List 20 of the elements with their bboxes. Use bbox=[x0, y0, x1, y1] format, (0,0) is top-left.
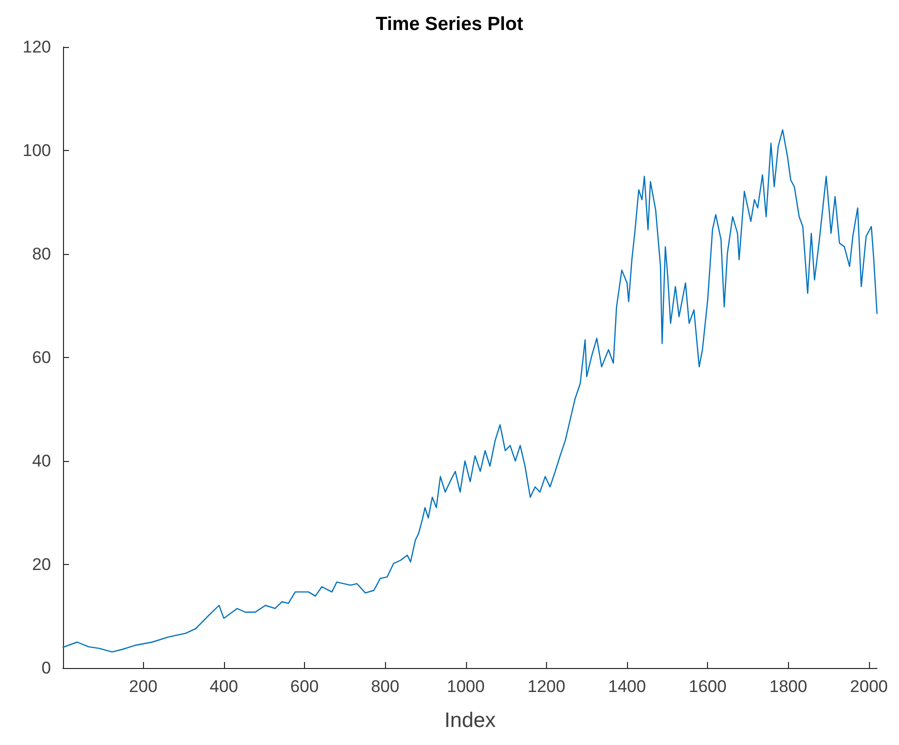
y-tick-label: 120 bbox=[22, 38, 51, 56]
y-tick-label: 0 bbox=[42, 658, 51, 678]
x-axis-title: Index bbox=[444, 709, 496, 732]
x-tick-label: 1400 bbox=[608, 677, 646, 696]
chart-title: Time Series Plot bbox=[376, 14, 524, 35]
line-series bbox=[62, 129, 878, 653]
x-tick-label: 1200 bbox=[527, 677, 566, 696]
y-tick-label: 100 bbox=[22, 141, 51, 160]
x-tick-label: 400 bbox=[210, 677, 238, 696]
x-tick-label: 1000 bbox=[446, 677, 485, 696]
x-tick-label: 1800 bbox=[769, 677, 808, 696]
y-tick-label: 60 bbox=[32, 348, 51, 367]
x-tick-label: 600 bbox=[290, 677, 319, 696]
y-tick-label: 40 bbox=[32, 452, 51, 470]
y-tick-label: 20 bbox=[32, 555, 51, 574]
x-tick-label: 2000 bbox=[850, 677, 888, 696]
x-tick-label: 800 bbox=[370, 677, 400, 696]
x-tick-label: 1600 bbox=[688, 677, 727, 696]
x-tick-label: 200 bbox=[129, 677, 158, 696]
y-tick-label: 80 bbox=[32, 244, 51, 264]
